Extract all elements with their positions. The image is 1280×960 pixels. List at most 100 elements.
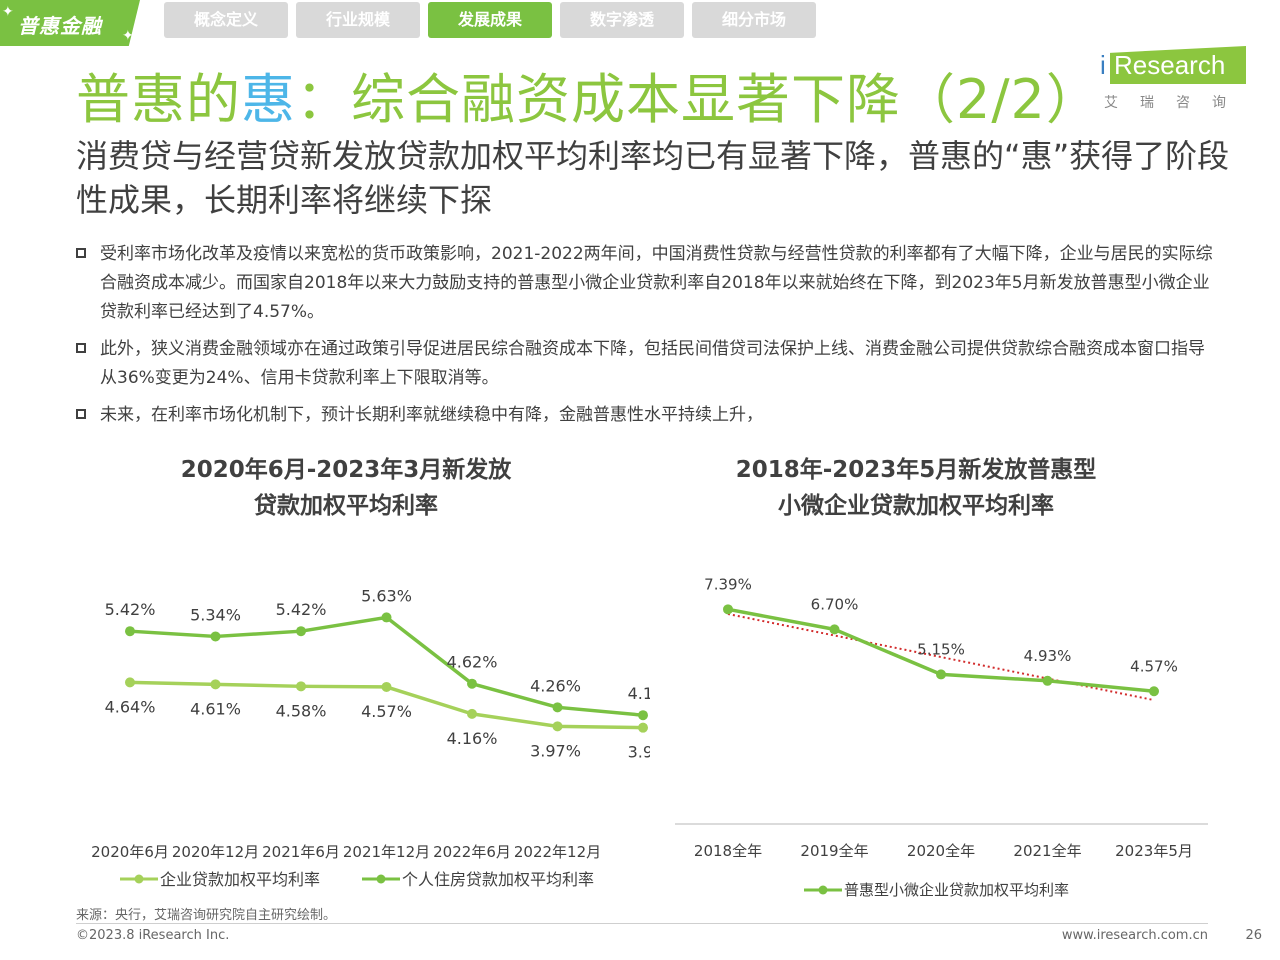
data-point (552, 702, 563, 713)
data-label: 4.64% (105, 697, 156, 716)
data-label: 3.95% (628, 743, 650, 762)
bullet-list: 受利率市场化改革及疫情以来宽松的货币政策影响，2021-2022两年间，中国消费… (76, 240, 1216, 438)
chart1-title-line1: 2020年6月-2023年3月新发放 (180, 457, 512, 483)
bullet-text: 此外，狭义消费金融领域亦在通过政策引导促进居民综合融资成本下降，包括民间借贷司法… (100, 339, 1205, 388)
tab-digital-penetration[interactable]: 数字渗透 (560, 2, 684, 38)
x-tick-label: 2021全年 (1013, 842, 1081, 860)
data-label: 4.26% (530, 676, 581, 695)
data-point (723, 604, 733, 615)
data-label: 4.57% (361, 702, 412, 721)
page-title: 普惠的惠：综合融资成本显著下降（2/2） (76, 55, 1101, 134)
legend-marker (134, 874, 144, 884)
data-label: 5.63% (361, 586, 412, 605)
bullet-text: 受利率市场化改革及疫情以来宽松的货币政策影响，2021-2022两年间，中国消费… (100, 244, 1213, 322)
chart1-title: 2020年6月-2023年3月新发放 贷款加权平均利率 (96, 452, 596, 524)
bullet-item: 受利率市场化改革及疫情以来宽松的货币政策影响，2021-2022两年间，中国消费… (76, 240, 1216, 327)
footer-divider (76, 923, 1208, 924)
chart2-title-line1: 2018年-2023年5月新发放普惠型 (735, 457, 1097, 483)
tab-industry-scale[interactable]: 行业规模 (296, 2, 420, 38)
data-label: 4.57% (1130, 657, 1178, 675)
tab-segment-market[interactable]: 细分市场 (692, 2, 816, 38)
logo-cn: 艾瑞咨询 (1104, 95, 1248, 111)
x-tick-label: 2020年6月 (91, 843, 169, 861)
data-label: 4.16% (447, 729, 498, 748)
x-tick-label: 2022年6月 (433, 843, 511, 861)
data-point (638, 710, 648, 721)
legend-label: 普惠型小微企业贷款加权平均利率 (844, 881, 1069, 899)
data-point (381, 612, 392, 623)
iresearch-logo: i Research 艾瑞咨询 (1100, 44, 1250, 114)
x-tick-label: 2021年12月 (343, 843, 430, 861)
data-point (936, 669, 946, 680)
data-point (210, 631, 221, 642)
data-label: 5.42% (105, 600, 156, 619)
data-point (210, 679, 221, 690)
logo-text: Research (1114, 50, 1226, 80)
legend-label: 企业贷款加权平均利率 (160, 870, 320, 889)
chart2-axis: 2018全年 2019全年 2020全年 2021全年 2023年5月 (675, 823, 1208, 860)
legend-marker (818, 885, 828, 895)
page-title-part1: 普惠的 (76, 68, 241, 131)
bullet-square-icon (76, 343, 86, 353)
bullet-square-icon (76, 409, 86, 419)
x-tick-label: 2020年12月 (172, 843, 259, 861)
chart2-plot: 7.39% 6.70% 5.15% 4.93% 4.57% (704, 575, 1178, 702)
bullet-text: 未来，在利率市场化机制下，预计长期利率就继续稳中有降，金融普惠性水平持续上升， (100, 405, 763, 425)
x-tick-label: 2019全年 (800, 842, 868, 860)
chart2-svg: 7.39%6.70%5.15% 4.93%4.57% 2018全年 2019全年 20… (675, 575, 1208, 899)
tab-development-results[interactable]: 发展成果 (428, 2, 552, 38)
data-point (467, 708, 477, 719)
chart1-title-line2: 贷款加权平均利率 (254, 493, 438, 519)
data-point (296, 681, 306, 692)
data-point (552, 721, 563, 732)
data-label: 4.61% (190, 699, 241, 718)
data-label: 7.39% (704, 575, 752, 593)
logo-i: i (1100, 50, 1106, 80)
data-label: 4.62% (447, 653, 498, 672)
data-point (1042, 675, 1053, 686)
logo-shape (1110, 46, 1246, 84)
data-point (125, 626, 135, 637)
x-tick-label: 2018全年 (694, 842, 762, 860)
legend-label: 个人住房贷款加权平均利率 (402, 870, 594, 889)
data-point (125, 677, 135, 688)
x-tick-label: 2022年12月 (514, 843, 601, 861)
data-point (467, 678, 477, 689)
chart1-svg: 4.64% 4.61% 4.58% 4.57% 4.16% 3.97% 3.95% 5.42%… (91, 586, 650, 889)
chart2-title-line2: 小微企业贷款加权平均利率 (778, 493, 1054, 519)
data-point (1149, 686, 1159, 697)
page-title-part2: ：综合融资成本显著下降（2/2） (296, 68, 1101, 131)
data-label: 4.14% (628, 684, 650, 703)
section-badge (0, 0, 140, 46)
tab-concept[interactable]: 概念定义 (164, 2, 288, 38)
section-badge-label: 普惠金融 (18, 14, 102, 38)
data-point (638, 722, 648, 733)
x-tick-label: 2020全年 (907, 842, 975, 860)
data-label: 6.70% (811, 595, 859, 613)
legend-marker (376, 874, 386, 884)
data-label: 5.34% (190, 605, 241, 624)
chart2-title: 2018年-2023年5月新发放普惠型 小微企业贷款加权平均利率 (666, 452, 1166, 524)
copyright: ©2023.8 iResearch Inc. (76, 928, 230, 943)
data-label: 4.58% (276, 701, 327, 720)
chart1-legend: 企业贷款加权平均利率 个人住房贷款加权平均利率 (120, 870, 594, 889)
x-tick-label: 2023年5月 (1115, 842, 1193, 860)
bullet-square-icon (76, 248, 86, 258)
sparkle-icon: ✦ (122, 28, 134, 44)
section-tabs: 概念定义 行业规模 发展成果 数字渗透 细分市场 (164, 2, 816, 38)
page-subtitle: 消费贷与经营贷新发放贷款加权平均利率均已有显著下降，普惠的“惠”获得了阶段性成果… (76, 137, 1230, 219)
page-title-highlight: 惠 (241, 68, 296, 131)
data-label: 5.15% (917, 640, 965, 658)
data-point (829, 624, 840, 635)
bullet-item: 此外，狭义消费金融领域亦在通过政策引导促进居民综合融资成本下降，包括民间借贷司法… (76, 335, 1216, 393)
data-point (296, 626, 306, 637)
bullet-item: 未来，在利率市场化机制下，预计长期利率就继续稳中有降，金融普惠性水平持续上升， (76, 401, 1216, 430)
website-link[interactable]: www.iresearch.com.cn (1061, 928, 1208, 943)
data-label: 4.93% (1024, 647, 1072, 665)
sparkle-icon: ✦ (2, 4, 14, 20)
chart2-legend: 普惠型小微企业贷款加权平均利率 (804, 881, 1069, 899)
source-note: 来源：央行，艾瑞咨询研究院自主研究绘制。 (76, 908, 337, 923)
data-label: 3.97% (530, 741, 581, 760)
page-number: 26 (1245, 928, 1262, 943)
x-tick-label: 2021年6月 (262, 843, 340, 861)
